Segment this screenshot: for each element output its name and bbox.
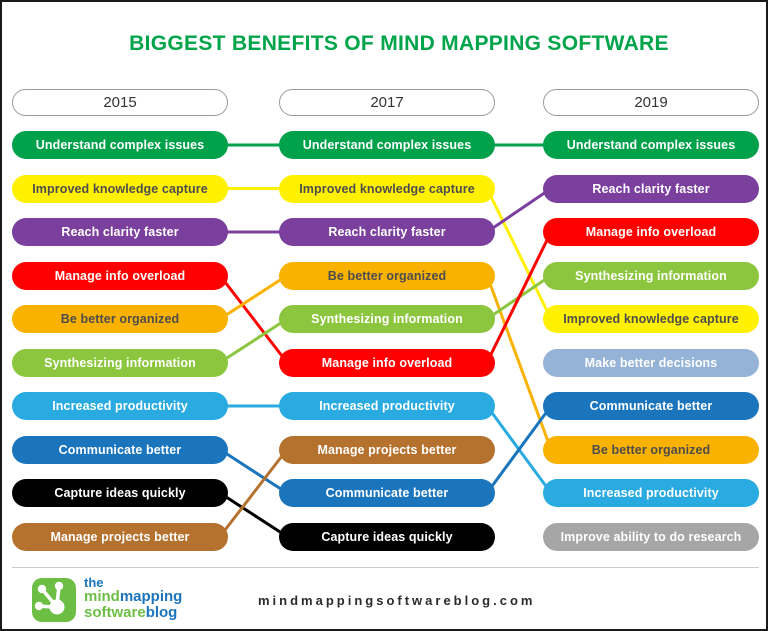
benefit-label: Reach clarity faster [328, 225, 446, 239]
rank-link-projects [218, 448, 289, 538]
benefit-label: Be better organized [591, 442, 711, 457]
footer-divider [12, 567, 759, 568]
benefit-pill-knowledge: Improved knowledge capture [12, 174, 228, 203]
rank-link-knowledge [485, 187, 553, 320]
logo-word-software: software [84, 603, 146, 621]
benefit-label: Understand complex issues [302, 138, 472, 152]
benefit-label: Improved knowledge capture [32, 181, 208, 196]
rank-link-organized [219, 274, 288, 321]
rank-link-overload [485, 231, 553, 364]
benefit-pill-research: Improve ability to do research [543, 522, 759, 551]
benefit-label: Increased productivity [52, 399, 188, 413]
benefit-pill-clarity: Reach clarity faster [12, 218, 228, 246]
benefit-pill-communicate: Communicate better [12, 435, 228, 464]
benefit-pill-synthesizing: Synthesizing information [279, 305, 495, 333]
benefit-label: Communicate better [589, 399, 713, 413]
benefit-label: Manage projects better [50, 529, 190, 544]
benefit-pill-knowledge: Improved knowledge capture [543, 305, 759, 333]
benefit-pill-organized: Be better organized [12, 305, 228, 333]
benefit-label: Improved knowledge capture [299, 181, 475, 196]
benefit-pill-understand: Understand complex issues [12, 131, 228, 159]
benefit-label: Capture ideas quickly [54, 486, 186, 500]
benefit-label: Capture ideas quickly [321, 529, 453, 544]
benefit-label: Increased productivity [319, 399, 455, 413]
benefit-pill-overload: Manage info overload [543, 218, 759, 246]
rank-link-clarity [486, 187, 552, 234]
benefit-label: Improved knowledge capture [563, 312, 739, 326]
mindmapping-blog-logo [32, 578, 76, 622]
benefit-pill-projects: Manage projects better [279, 435, 495, 464]
benefit-label: Be better organized [327, 268, 447, 283]
benefit-label: Synthesizing information [311, 312, 463, 326]
benefit-pill-understand: Understand complex issues [279, 131, 495, 159]
benefit-label: Reach clarity faster [592, 181, 710, 196]
benefit-pill-knowledge: Improved knowledge capture [279, 174, 495, 203]
logo-word-mind: mind [84, 588, 120, 606]
benefit-label: Manage projects better [317, 442, 457, 457]
benefit-label: Reach clarity faster [61, 225, 179, 239]
logo-word-mapping: mapping [119, 588, 183, 606]
benefit-pill-organized: Be better organized [543, 435, 759, 464]
benefit-label: Manage info overload [54, 268, 186, 283]
benefit-pill-organized: Be better organized [279, 261, 495, 290]
rank-link-communicate [485, 405, 553, 494]
benefit-pill-overload: Manage info overload [279, 348, 495, 377]
logo-line-mindmapping: mindmapping [84, 589, 182, 604]
benefit-pill-productivity: Increased productivity [543, 479, 759, 507]
benefit-label: Communicate better [58, 442, 182, 457]
benefit-label: Understand complex issues [35, 138, 205, 152]
benefit-pill-synthesizing: Synthesizing information [543, 261, 759, 290]
benefit-label: Synthesizing information [575, 268, 727, 283]
site-url: mindmappingsoftwareblog.com [258, 593, 536, 608]
rank-link-communicate [219, 448, 288, 495]
logo-line-softwareblog: softwareblog [84, 603, 182, 621]
rank-link-capture [219, 491, 288, 538]
benefit-pill-productivity: Increased productivity [12, 392, 228, 420]
benefit-label: Manage info overload [585, 225, 717, 239]
rank-link-overload [218, 274, 289, 364]
logo-word-blog: blog [145, 603, 178, 621]
benefit-label: Understand complex issues [566, 138, 736, 152]
logo-wordmark: the mindmapping softwareblog [84, 576, 182, 620]
benefit-label: Communicate better [325, 486, 449, 500]
benefit-pill-communicate: Communicate better [279, 479, 495, 507]
benefit-pill-capture: Capture ideas quickly [12, 479, 228, 507]
benefit-label: Make better decisions [584, 355, 718, 370]
benefit-pill-productivity: Increased productivity [279, 392, 495, 420]
benefit-label: Synthesizing information [44, 355, 196, 370]
logo-line-the: the [84, 575, 104, 590]
benefit-pill-clarity: Reach clarity faster [543, 174, 759, 203]
page-title: BIGGEST BENEFITS OF MIND MAPPING SOFTWAR… [129, 32, 669, 55]
benefit-label: Manage info overload [321, 355, 453, 370]
benefit-pill-overload: Manage info overload [12, 261, 228, 290]
benefit-pill-decisions: Make better decisions [543, 348, 759, 377]
year-header-2017: 2017 [279, 89, 495, 116]
benefit-pill-clarity: Reach clarity faster [279, 218, 495, 246]
year-header-2019: 2019 [543, 89, 759, 116]
benefit-label: Be better organized [60, 312, 180, 326]
benefit-pill-communicate: Communicate better [543, 392, 759, 420]
benefit-pill-capture: Capture ideas quickly [279, 522, 495, 551]
benefit-label: Improve ability to do research [560, 529, 742, 544]
benefit-pill-understand: Understand complex issues [543, 131, 759, 159]
benefit-label: Increased productivity [583, 486, 719, 500]
year-header-2015: 2015 [12, 89, 228, 116]
benefit-pill-projects: Manage projects better [12, 522, 228, 551]
benefit-pill-synthesizing: Synthesizing information [12, 348, 228, 377]
mind-map-icon [34, 581, 65, 615]
rank-link-synthesizing [219, 317, 288, 364]
